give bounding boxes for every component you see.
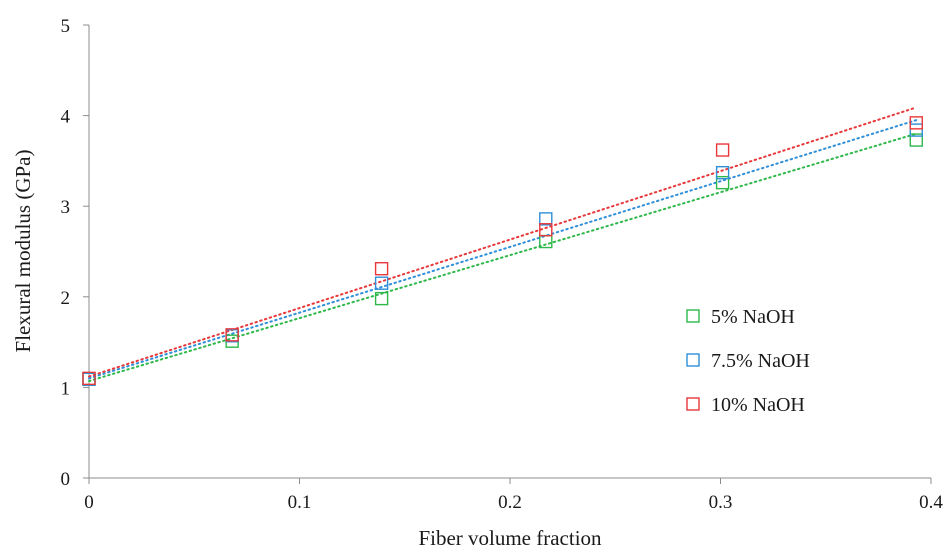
x-tick-label: 0	[84, 492, 94, 513]
data-point-series-3	[539, 223, 553, 237]
legend-label: 5% NaOH	[711, 306, 795, 328]
legend: 5% NaOH 7.5% NaOH 10% NaOH	[686, 306, 810, 416]
data-point-series-3	[82, 371, 96, 386]
y-tick-label: 5	[61, 16, 71, 37]
x-tick-label: 0.4	[919, 492, 943, 513]
tick-labels: 0 1 2 3 4 5 0 0.1 0.2 0.3 0.4	[61, 16, 944, 513]
y-tick-label: 1	[61, 378, 71, 399]
legend-item: 5% NaOH	[686, 306, 795, 328]
x-tick-label: 0.3	[709, 492, 733, 513]
trendline-series-2	[88, 119, 918, 380]
data-point-series-2	[374, 276, 389, 290]
data-point-series-2	[715, 165, 730, 180]
y-axis-title: Flexural modulus (GPa)	[11, 150, 35, 353]
trendlines	[88, 106, 918, 383]
legend-marker	[686, 309, 700, 323]
x-tick-label: 0.2	[498, 492, 522, 513]
y-tick-label: 2	[61, 288, 71, 309]
legend-marker	[686, 353, 700, 367]
x-axis-title: Fiber volume fraction	[418, 526, 602, 550]
x-tick-label: 0.1	[288, 492, 312, 513]
data-point-series-1	[909, 133, 923, 147]
data-point-series-3	[374, 262, 389, 276]
data-points	[82, 116, 923, 386]
data-point-series-2	[539, 212, 553, 226]
data-point-series-3	[715, 143, 730, 157]
data-point-series-3	[225, 328, 239, 342]
ticks	[83, 24, 932, 484]
legend-marker	[686, 397, 700, 411]
data-point-series-1	[715, 175, 730, 190]
legend-label: 10% NaOH	[711, 394, 805, 416]
y-tick-label: 3	[61, 197, 71, 218]
legend-label: 7.5% NaOH	[711, 350, 810, 372]
legend-item: 10% NaOH	[686, 394, 805, 416]
y-tick-label: 4	[61, 107, 71, 128]
data-point-series-3	[909, 116, 923, 130]
legend-item: 7.5% NaOH	[686, 350, 810, 372]
trendline-series-1	[88, 132, 918, 383]
y-tick-label: 0	[61, 469, 71, 490]
data-point-series-2	[909, 123, 923, 137]
data-point-series-1	[374, 291, 389, 306]
trendline-series-3	[88, 106, 918, 378]
